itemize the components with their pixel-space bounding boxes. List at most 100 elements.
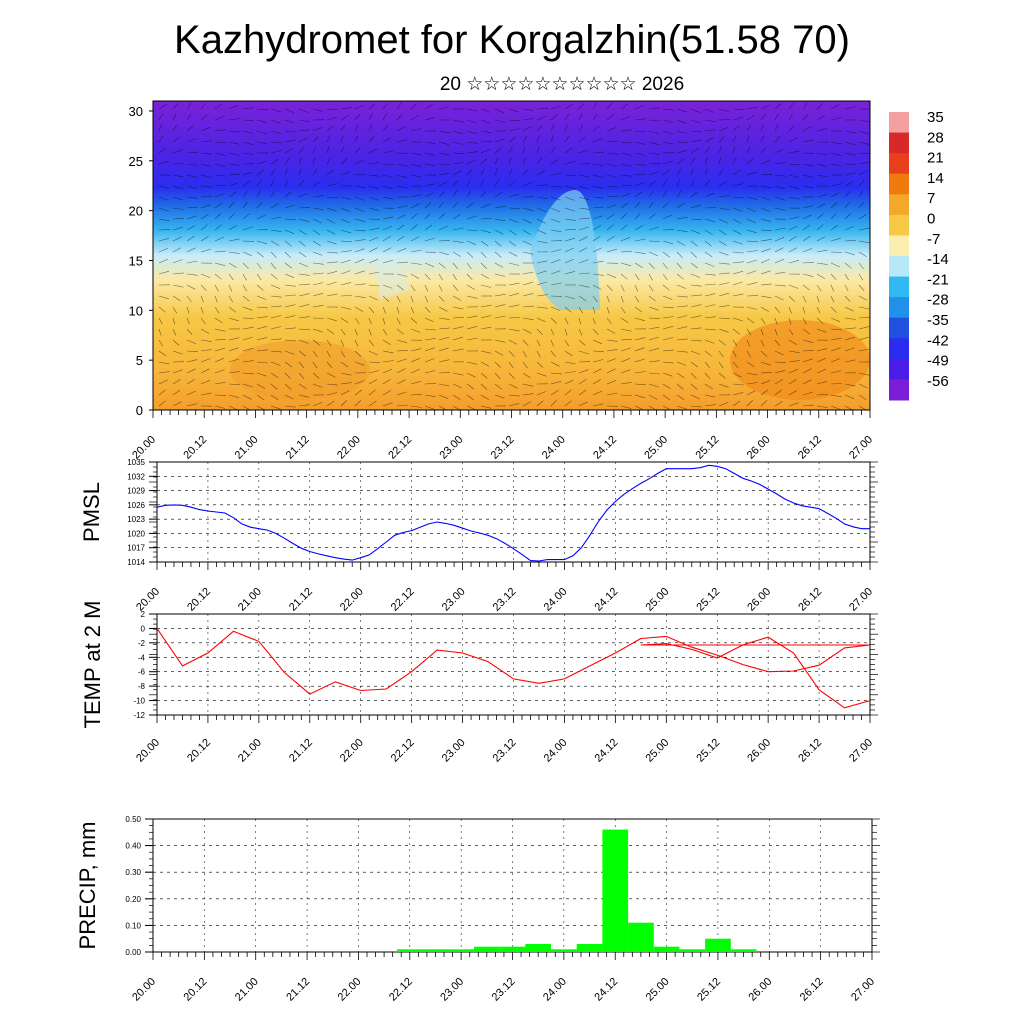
precip-x-tick-label: 21.00 <box>233 976 261 1004</box>
xsec-x-tick-label: 26.00 <box>745 434 773 462</box>
colorbar-label: -28 <box>927 292 949 309</box>
precip-x-tick-label: 23.12 <box>490 976 518 1004</box>
precip-bar <box>730 949 757 952</box>
colorbar-swatch <box>889 317 909 339</box>
colorbar-swatch <box>889 256 909 278</box>
temp-x-tick-label: 23.00 <box>440 737 468 765</box>
xsec-y-tick-label: 15 <box>129 253 143 268</box>
precip-x-tick-label: 23.00 <box>438 976 466 1004</box>
colorbar-swatch <box>889 173 909 195</box>
pmsl-x-tick-label: 21.00 <box>236 586 264 614</box>
pmsl-y-label: PMSL <box>79 482 104 542</box>
precip-y-tick-label: 0.40 <box>125 842 141 851</box>
temp-x-tick-label: 25.00 <box>643 737 671 765</box>
temp-panel: -12 -10 -8 -6 -4 -2 0 2 TEMP at 2 M <box>80 601 878 729</box>
precip-x-tick-label: 20.00 <box>130 976 158 1004</box>
colorbar-swatch <box>889 276 909 298</box>
precip-x-tick-label: 26.00 <box>746 976 774 1004</box>
xsec-x-tick-label: 21.00 <box>233 434 261 462</box>
colorbar-swatch <box>889 214 909 236</box>
precip-x-tick-label: 20.12 <box>182 976 210 1004</box>
temp-y-tick-label: 2 <box>141 610 146 619</box>
colorbar-swatch <box>889 235 909 257</box>
colorbar-label: -42 <box>927 332 949 349</box>
pmsl-y-tick-label: 1029 <box>127 487 145 496</box>
pmsl-x-tick-label: 22.12 <box>389 586 417 614</box>
pmsl-x-tick-label: 21.12 <box>287 586 315 614</box>
precip-bar <box>679 949 706 952</box>
colorbar-label: -49 <box>927 353 949 370</box>
precip-y-tick-label: 0.30 <box>125 868 141 877</box>
colorbar-label: -14 <box>927 251 949 268</box>
pmsl-x-tick-label: 25.12 <box>694 586 722 614</box>
precip-bar <box>551 949 577 952</box>
xsec-x-tick-label: 25.00 <box>642 434 670 462</box>
colorbar-swatch <box>889 132 909 154</box>
precip-bar <box>602 829 629 952</box>
colorbar-swatch <box>889 379 909 401</box>
temp-x-tick-label: 22.12 <box>389 737 417 765</box>
colorbar-label: 28 <box>927 129 944 146</box>
colorbar-label: -21 <box>927 271 949 288</box>
cold-pocket <box>375 258 410 300</box>
temp-y-tick-label: -4 <box>138 653 146 662</box>
temp-x-tick-label: 26.12 <box>796 737 824 765</box>
xsec-x-tick-label: 24.12 <box>591 434 619 462</box>
precip-bar <box>628 922 654 952</box>
temp-x-tick-label: 21.12 <box>287 737 315 765</box>
temp-x-tick-label: 20.00 <box>134 737 162 765</box>
pmsl-x-tick-label: 24.12 <box>593 586 621 614</box>
precip-x-tick-label: 21.12 <box>284 976 312 1004</box>
cold-intrusion <box>530 190 600 310</box>
temp-x-tick-label: 24.00 <box>542 737 570 765</box>
pmsl-panel: 1014 1017 1020 1023 1026 1029 1032 1035 PMSL <box>79 458 878 567</box>
temp-y-label: TEMP at 2 M <box>80 601 105 729</box>
precip-y-label: PRECIP, mm <box>75 822 100 950</box>
precip-bar <box>653 946 680 952</box>
xsec-x-tick-label: 20.12 <box>181 434 209 462</box>
pmsl-x-tick-label: 20.12 <box>185 586 213 614</box>
temp-y-tick-label: -12 <box>133 711 145 720</box>
precip-x-tick-label: 27.00 <box>849 976 877 1004</box>
precip-bar <box>396 949 423 952</box>
pmsl-x-tick-label: 24.00 <box>542 586 570 614</box>
xsec-x-tick-label: 22.12 <box>386 434 414 462</box>
pmsl-x-tick-label: 22.00 <box>338 586 366 614</box>
temp-x-tick-label: 25.12 <box>694 737 722 765</box>
precip-y-tick-label: 0.50 <box>125 815 141 824</box>
page-subtitle: 20 ☆☆☆☆☆☆☆☆☆☆ 2026 <box>439 74 685 95</box>
xsec-y-tick-label: 10 <box>129 303 143 318</box>
temp-y-tick-label: -8 <box>138 682 146 691</box>
pmsl-x-tick-label: 27.00 <box>847 586 875 614</box>
xsec-x-tick-label: 23.00 <box>437 434 465 462</box>
pmsl-y-tick-label: 1026 <box>127 501 145 510</box>
xsec-x-tick-label: 23.12 <box>489 434 517 462</box>
precip-x-tick-label: 25.12 <box>695 976 723 1004</box>
xsec-y-tick-label: 5 <box>136 353 143 368</box>
temp-x-tick-label: 21.00 <box>236 737 264 765</box>
colorbar-swatch <box>889 153 909 175</box>
colorbar-swatch <box>889 112 909 134</box>
xsec-y-tick-label: 20 <box>129 204 143 219</box>
precip-y-tick-label: 0.10 <box>125 921 141 930</box>
colorbar-label: -35 <box>927 312 949 329</box>
pmsl-y-tick-label: 1020 <box>127 529 145 538</box>
precip-x-tick-label: 26.12 <box>798 976 826 1004</box>
precip-x-tick-label: 22.00 <box>336 976 364 1004</box>
xsec-x-tick-label: 21.12 <box>284 434 312 462</box>
precip-y-tick-label: 0.20 <box>125 895 141 904</box>
pmsl-y-tick-label: 1035 <box>127 458 145 467</box>
colorbar-swatch <box>889 297 909 319</box>
colorbar-label: -7 <box>927 231 940 248</box>
precip-bar <box>499 946 526 952</box>
precip-bar <box>422 949 449 952</box>
precip-x-tick-label: 25.00 <box>644 976 672 1004</box>
pmsl-x-tick-label: 20.00 <box>134 586 162 614</box>
pmsl-x-tick-label: 26.00 <box>745 586 773 614</box>
colorbar-label: 7 <box>927 190 935 207</box>
xsec-x-tick-label: 24.00 <box>540 434 568 462</box>
temp-y-tick-label: -2 <box>138 639 146 648</box>
colorbar-label: 0 <box>927 211 935 228</box>
